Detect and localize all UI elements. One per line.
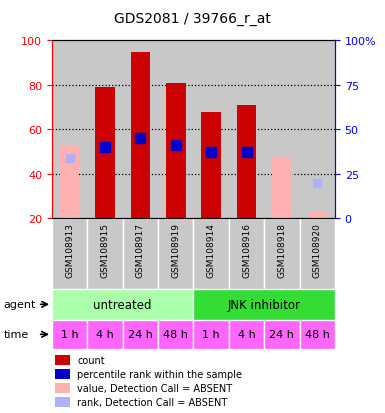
Point: [102, 145, 108, 151]
Text: time: time: [4, 330, 29, 339]
Text: 4 h: 4 h: [96, 330, 114, 339]
Text: count: count: [77, 355, 105, 365]
Bar: [264, 219, 300, 289]
Bar: [300, 41, 335, 219]
Text: 24 h: 24 h: [128, 330, 153, 339]
Bar: [193, 41, 229, 219]
Bar: [229, 41, 264, 219]
Bar: [87, 41, 123, 219]
Bar: [87, 320, 123, 349]
Text: rank, Detection Call = ABSENT: rank, Detection Call = ABSENT: [77, 397, 228, 407]
Bar: [229, 320, 264, 349]
Text: 24 h: 24 h: [270, 330, 294, 339]
Bar: [87, 41, 123, 219]
Text: 4 h: 4 h: [238, 330, 255, 339]
Text: GSM108915: GSM108915: [100, 222, 110, 277]
Point: [208, 149, 214, 156]
Bar: [55, 383, 70, 393]
Bar: [237, 106, 256, 219]
Bar: [55, 397, 70, 407]
Bar: [300, 219, 335, 289]
Text: GSM108919: GSM108919: [171, 222, 180, 277]
Text: 1 h: 1 h: [61, 330, 79, 339]
Bar: [52, 289, 193, 320]
Text: GSM108914: GSM108914: [207, 222, 216, 277]
Point: [314, 180, 320, 187]
Bar: [158, 41, 193, 219]
Point: [137, 135, 144, 142]
Bar: [95, 88, 115, 219]
Text: 48 h: 48 h: [305, 330, 330, 339]
Bar: [201, 112, 221, 219]
Bar: [308, 212, 327, 219]
Bar: [52, 41, 87, 219]
Bar: [123, 41, 158, 219]
Text: GDS2081 / 39766_r_at: GDS2081 / 39766_r_at: [114, 12, 271, 26]
Bar: [52, 41, 87, 219]
Bar: [123, 320, 158, 349]
Text: 48 h: 48 h: [163, 330, 188, 339]
Bar: [158, 41, 193, 219]
Bar: [158, 320, 193, 349]
Text: GSM108917: GSM108917: [136, 222, 145, 277]
Point: [173, 142, 179, 149]
Point: [243, 149, 249, 156]
Bar: [166, 83, 186, 219]
Bar: [229, 219, 264, 289]
Text: 1 h: 1 h: [203, 330, 220, 339]
Bar: [300, 41, 335, 219]
Text: percentile rank within the sample: percentile rank within the sample: [77, 369, 243, 379]
Bar: [158, 219, 193, 289]
Bar: [123, 41, 158, 219]
Bar: [60, 146, 79, 219]
Bar: [52, 320, 87, 349]
Bar: [123, 219, 158, 289]
Bar: [229, 41, 264, 219]
Bar: [131, 52, 150, 219]
Text: agent: agent: [4, 299, 36, 310]
Text: value, Detection Call = ABSENT: value, Detection Call = ABSENT: [77, 383, 233, 393]
Bar: [55, 355, 70, 365]
Bar: [300, 320, 335, 349]
Point: [67, 156, 73, 162]
Text: untreated: untreated: [94, 298, 152, 311]
Text: GSM108918: GSM108918: [277, 222, 286, 277]
Bar: [193, 320, 229, 349]
Bar: [193, 41, 229, 219]
Text: GSM108913: GSM108913: [65, 222, 74, 277]
Bar: [264, 320, 300, 349]
Bar: [87, 219, 123, 289]
Text: GSM108920: GSM108920: [313, 222, 322, 277]
Bar: [264, 41, 300, 219]
Bar: [55, 369, 70, 379]
Bar: [272, 159, 291, 219]
Bar: [52, 219, 87, 289]
Text: JNK inhibitor: JNK inhibitor: [228, 298, 301, 311]
Bar: [193, 289, 335, 320]
Text: GSM108916: GSM108916: [242, 222, 251, 277]
Bar: [264, 41, 300, 219]
Bar: [193, 219, 229, 289]
